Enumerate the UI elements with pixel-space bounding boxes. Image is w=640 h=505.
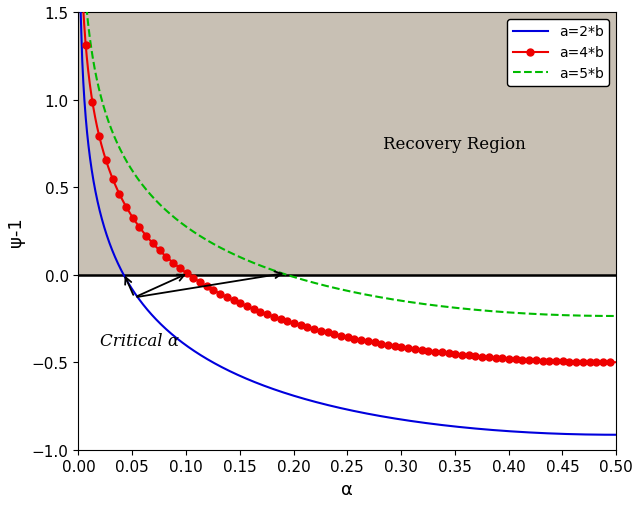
X-axis label: α: α [341, 480, 353, 498]
Legend: a=2*b, a=4*b, a=5*b: a=2*b, a=4*b, a=5*b [508, 20, 609, 87]
Y-axis label: ψ-1: ψ-1 [7, 217, 25, 246]
Bar [79, 13, 616, 275]
Text: Recovery Region: Recovery Region [383, 135, 526, 153]
Text: Critical α: Critical α [100, 333, 179, 350]
